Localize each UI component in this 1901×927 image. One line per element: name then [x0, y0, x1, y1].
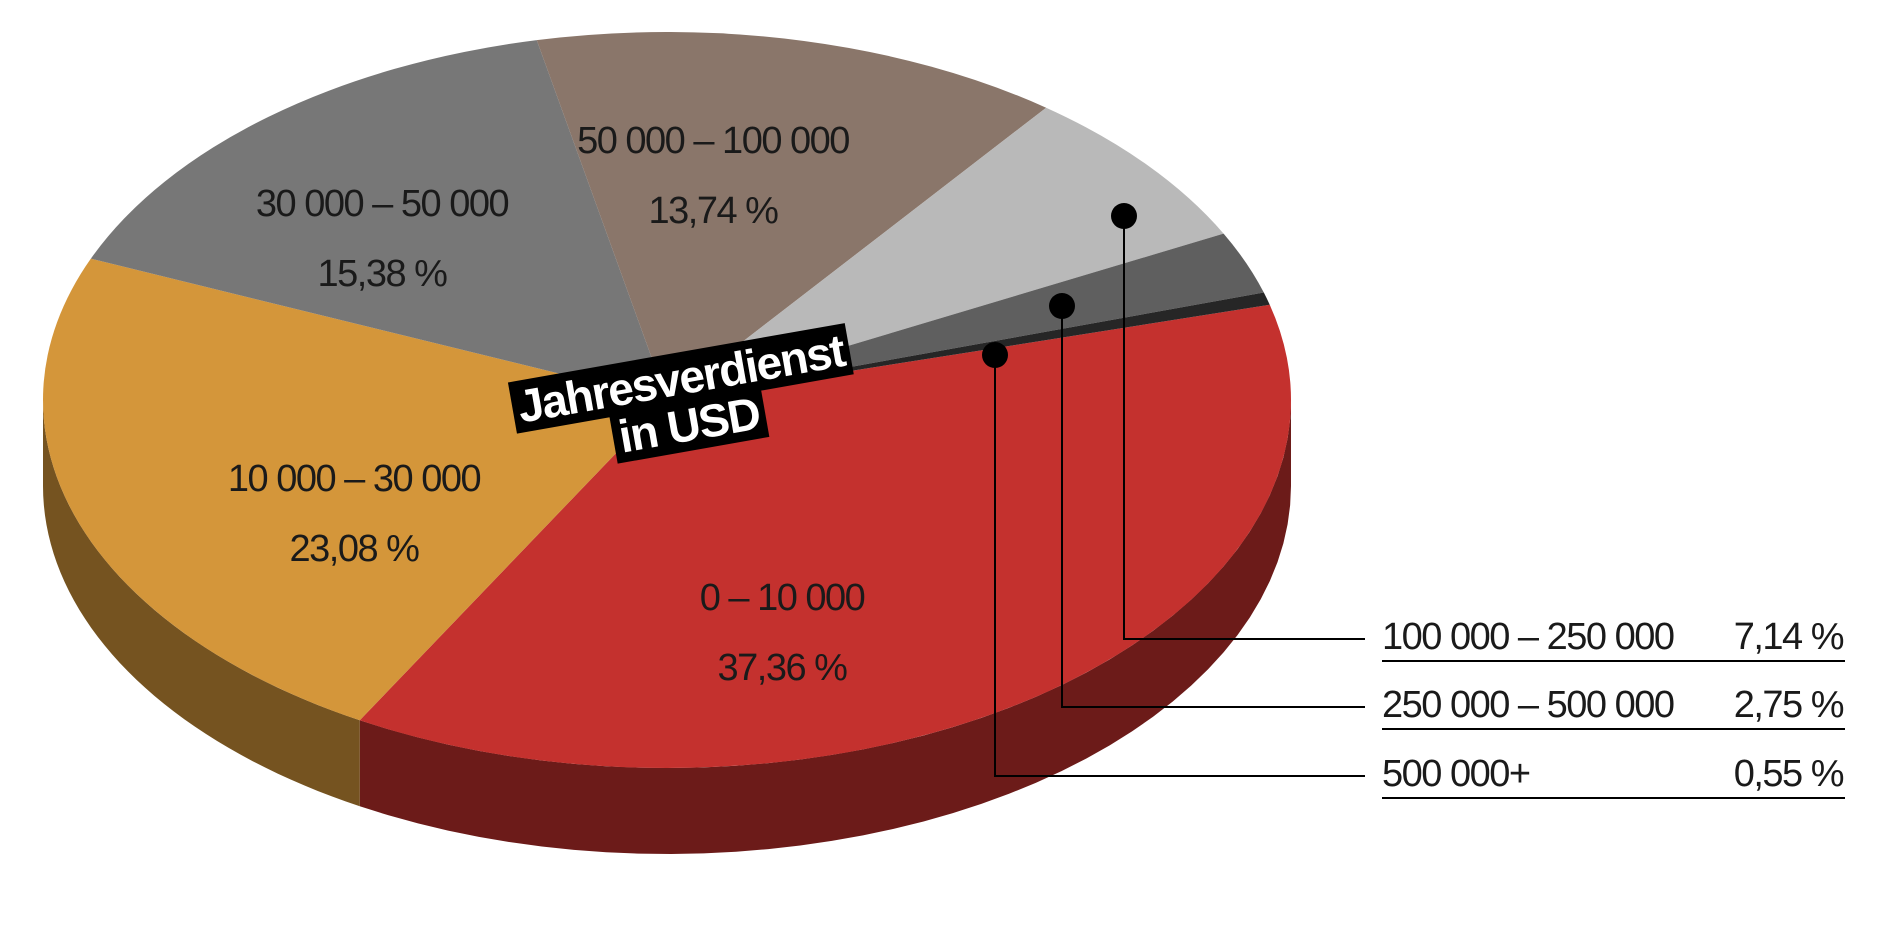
value-label: 0,55 % [1734, 753, 1844, 795]
value-label: 7,14 % [1734, 616, 1844, 658]
leader-dot [982, 342, 1008, 368]
leader-line [994, 355, 1365, 777]
slice-label: 100 000 – 250 000 [1382, 616, 1674, 658]
leader-dot [1111, 203, 1137, 229]
leader-line [1061, 306, 1365, 708]
slice [42, 258, 668, 721]
slice-label: 10 000 – 30 000 [228, 458, 481, 500]
leader-line [1123, 216, 1365, 640]
value-label: 15,38 % [318, 253, 448, 295]
slice [667, 107, 1224, 401]
value-label: 37,36 % [718, 647, 848, 689]
leader-dot [1049, 293, 1075, 319]
slice-label: 0 – 10 000 [700, 577, 865, 619]
slice-label: 30 000 – 50 000 [256, 183, 509, 225]
slice [359, 304, 1291, 768]
value-label: 23,08 % [290, 528, 420, 570]
slice [536, 31, 1047, 400]
slice-label: 50 000 – 100 000 [577, 120, 849, 162]
slice-side [43, 400, 360, 807]
slice-label: 500 000+ [1382, 753, 1530, 795]
slice-side [359, 400, 1291, 854]
value-label: 13,74 % [649, 190, 779, 232]
slice [90, 40, 668, 401]
value-label: 2,75 % [1734, 684, 1844, 726]
slice-label: 250 000 – 500 000 [1382, 684, 1674, 726]
